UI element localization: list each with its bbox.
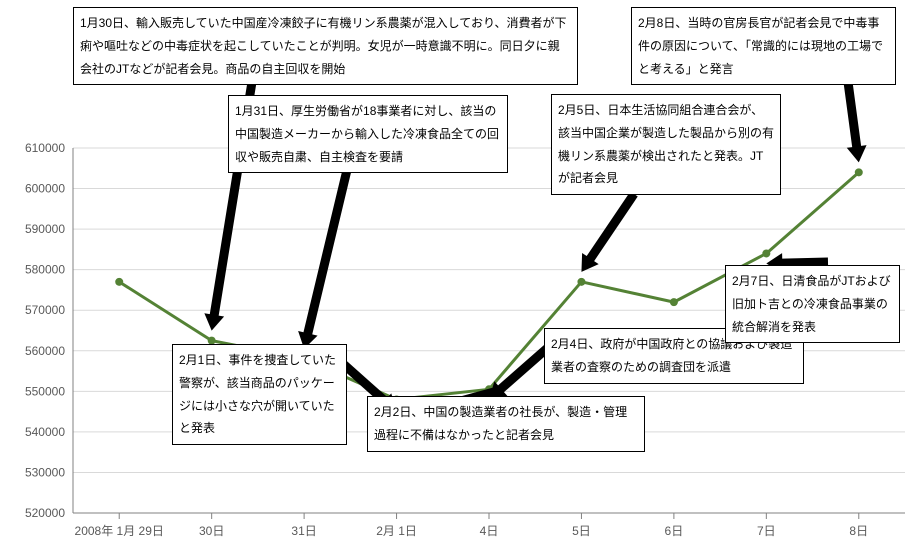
chart-container: 520000 530000 540000 550000 560000 570000 5800… — [0, 0, 915, 547]
series-marker — [855, 168, 863, 176]
y-tick-label: 610000 — [25, 141, 65, 155]
series-marker — [670, 298, 678, 306]
x-tick-label: 4日 — [480, 524, 499, 538]
x-tick-label: 6日 — [665, 524, 684, 538]
annotation-feb7: 2月7日、日清食品がJTおよび旧加ト吉との冷凍食品事業の統合解消を発表 — [725, 265, 900, 343]
annotation-feb2: 2月2日、中国の製造業者の社長が、製造・管理過程に不備はなかったと記者会見 — [367, 396, 645, 452]
annotation-feb8: 2月8日、当時の官房長官が記者会見で中毒事件の原因について、「常識的には現地の工… — [631, 7, 896, 85]
annotation-feb1: 2月1日、事件を捜査していた警察が、該当商品のパッケージには小さな穴が開いていた… — [172, 344, 347, 445]
y-tick-label: 520000 — [25, 506, 65, 520]
y-tick-label: 600000 — [25, 182, 65, 196]
y-tick-label: 570000 — [25, 303, 65, 317]
y-tick-label: 540000 — [25, 425, 65, 439]
series-marker — [762, 249, 770, 257]
annotation-jan31: 1月31日、厚生労働省が18事業者に対し、該当の中国製造メーカーから輸入した冷凍… — [228, 95, 508, 173]
y-tick-label: 550000 — [25, 384, 65, 398]
x-tick-label: 8日 — [849, 524, 868, 538]
y-tick-label: 530000 — [25, 465, 65, 479]
y-tick-label: 560000 — [25, 344, 65, 358]
x-tick-label: 7日 — [757, 524, 776, 538]
x-tick-label: 31日 — [291, 524, 316, 538]
x-tick-label: 5日 — [572, 524, 591, 538]
y-tick-label: 580000 — [25, 263, 65, 277]
annotation-feb5: 2月5日、日本生活協同組合連合会が、該当中国企業が製造した製品から別の有機リン系… — [551, 94, 781, 195]
series-marker — [577, 278, 585, 286]
series-marker — [115, 278, 123, 286]
x-tick-label: 30日 — [199, 524, 224, 538]
x-tick-label: 2008年 1月 29日 — [75, 524, 164, 538]
annotation-jan30: 1月30日、輸入販売していた中国産冷凍餃子に有機リン系農薬が混入しており、消費者… — [73, 7, 578, 85]
y-tick-label: 590000 — [25, 222, 65, 236]
x-tick-label: 2月 1日 — [376, 524, 417, 538]
